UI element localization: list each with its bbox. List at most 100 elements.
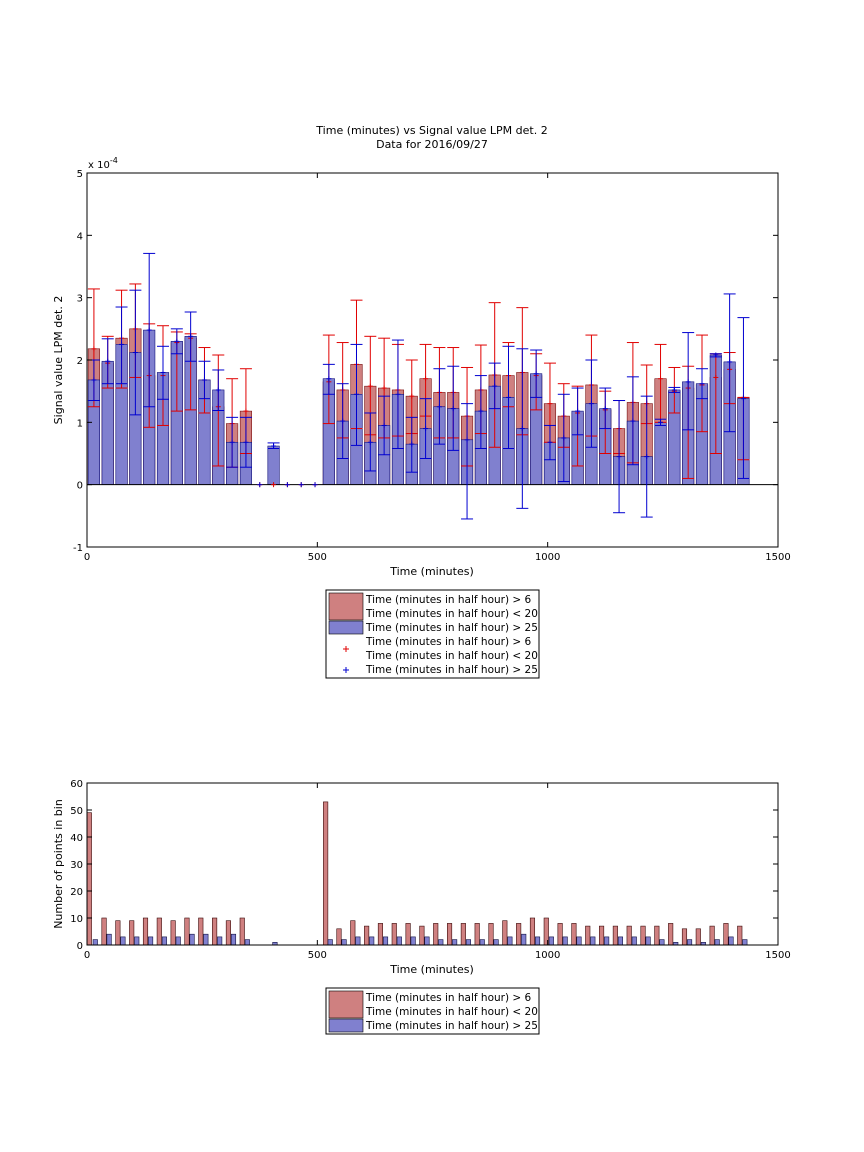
blue-count-bar <box>134 936 140 946</box>
legend-label: Time (minutes in half hour) > 25 <box>365 622 538 634</box>
blue-count-bar <box>244 939 250 946</box>
blue-count-bar <box>203 933 209 946</box>
legend-label: Time (minutes in half hour) < 20 <box>365 1006 538 1018</box>
red-count-bar <box>516 923 522 946</box>
y-tick-label: 3 <box>77 294 83 305</box>
y-tick-label: 60 <box>70 779 83 790</box>
red-count-bar <box>239 917 245 946</box>
count-legend: Time (minutes in half hour) > 6 Time (min… <box>325 987 540 1035</box>
legend-label: Time (minutes in half hour) > 6 <box>365 594 532 606</box>
red-count-bar <box>101 917 107 946</box>
axes-box <box>86 782 779 946</box>
legend-label: Time (minutes in half hour) > 6 <box>365 636 532 648</box>
count-chart: 0 500 1000 1500 0 10 20 30 40 50 60 Time (minutes)… <box>52 779 791 1035</box>
blue-count-bar <box>562 936 568 946</box>
red-count-bar <box>502 920 508 946</box>
y-tick-label: 0 <box>77 481 83 492</box>
x-tick-label: 500 <box>308 950 327 961</box>
blue-count-bar <box>742 939 748 946</box>
blue-count-bar <box>410 936 416 946</box>
blue-count-bar <box>161 936 167 946</box>
y-tick-label: 30 <box>70 860 83 871</box>
red-count-bar <box>585 925 591 946</box>
x-tick-label: 0 <box>84 552 90 563</box>
blue-count-bar <box>424 936 430 946</box>
blue-count-bar <box>438 939 444 946</box>
y-axis-label: Signal value LPM det. 2 <box>52 296 65 425</box>
red-count-bar <box>557 923 563 946</box>
red-count-bar <box>129 920 135 946</box>
blue-count-bar <box>493 939 499 946</box>
red-count-bar <box>115 920 121 946</box>
blue-count-bar <box>645 936 651 946</box>
blue-count-bar <box>687 939 693 946</box>
chart-subtitle: Data for 2016/09/27 <box>376 138 488 151</box>
x-tick-label: 1500 <box>765 552 790 563</box>
legend-label: Time (minutes in half hour) < 20 <box>365 608 538 620</box>
red-count-bar <box>170 920 176 946</box>
red-count-bar <box>723 923 729 946</box>
red-count-bar <box>391 923 397 946</box>
y-tick-label: 20 <box>70 887 83 898</box>
blue-bar <box>267 445 280 485</box>
red-count-bar <box>198 917 204 946</box>
blue-count-bar <box>382 936 389 946</box>
count-plot-area: 0 500 1000 1500 0 10 20 30 40 50 60 <box>70 779 790 961</box>
chart-title: Time (minutes) vs Signal value LPM det. … <box>315 124 547 137</box>
red-count-bar <box>364 925 370 946</box>
blue-count-bar <box>465 939 471 946</box>
x-axis-label: Time (minutes) <box>389 565 474 578</box>
y-tick-label: 50 <box>70 806 83 817</box>
red-count-bar <box>681 928 688 946</box>
y-tick-label: 1 <box>77 418 83 429</box>
blue-count-bar <box>148 936 154 946</box>
red-count-bar <box>654 925 660 946</box>
red-count-bar <box>612 925 618 946</box>
red-count-bar <box>640 925 646 946</box>
blue-count-bar <box>369 936 375 946</box>
blue-count-bar <box>576 936 582 946</box>
red-count-bar <box>184 917 190 946</box>
red-count-bar <box>488 923 494 946</box>
red-count-bar <box>86 812 92 946</box>
blue-count-bar <box>230 933 237 946</box>
blue-count-bar <box>175 936 181 946</box>
red-count-bar <box>377 923 383 946</box>
legend-red-swatch <box>328 592 364 621</box>
blue-count-bar <box>659 939 665 946</box>
signal-chart: Time (minutes) vs Signal value LPM det. … <box>52 124 791 679</box>
red-count-bar <box>571 923 577 946</box>
red-count-bar <box>460 923 466 946</box>
red-count-bar <box>446 923 453 946</box>
x-tick-label: 1000 <box>535 950 560 961</box>
red-count-bar <box>323 801 329 946</box>
blue-count-bar <box>479 939 485 946</box>
y-tick-label: 4 <box>77 231 83 242</box>
y-tick-label: 5 <box>77 169 83 180</box>
x-axis-label: Time (minutes) <box>389 963 474 976</box>
blue-count-bar <box>507 936 513 946</box>
blue-count-bar <box>604 936 610 946</box>
red-count-bar <box>474 923 480 946</box>
blue-count-bar <box>120 936 126 946</box>
blue-count-bar <box>548 936 554 946</box>
legend-label: Time (minutes in half hour) > 6 <box>365 992 532 1004</box>
y-tick-label: 40 <box>70 833 83 844</box>
blue-count-bar <box>106 933 112 946</box>
signal-legend: Time (minutes in half hour) > 6 Time (min… <box>325 589 540 679</box>
red-count-bar <box>737 925 743 946</box>
blue-count-bar <box>521 933 527 946</box>
red-count-bar <box>599 925 605 946</box>
y-axis-label: Number of points in bin <box>52 799 65 929</box>
red-count-bar <box>626 925 632 946</box>
blue-count-bar <box>355 936 361 946</box>
red-count-bar <box>142 917 149 946</box>
red-count-bar <box>405 923 411 946</box>
red-count-bar <box>709 925 715 946</box>
x-tick-label: 1500 <box>765 950 790 961</box>
red-count-bar <box>156 917 162 946</box>
red-count-bar <box>336 928 342 946</box>
y-tick-label: 0 <box>77 941 83 952</box>
x-tick-label: 1000 <box>535 552 560 563</box>
red-count-bar <box>529 917 536 946</box>
